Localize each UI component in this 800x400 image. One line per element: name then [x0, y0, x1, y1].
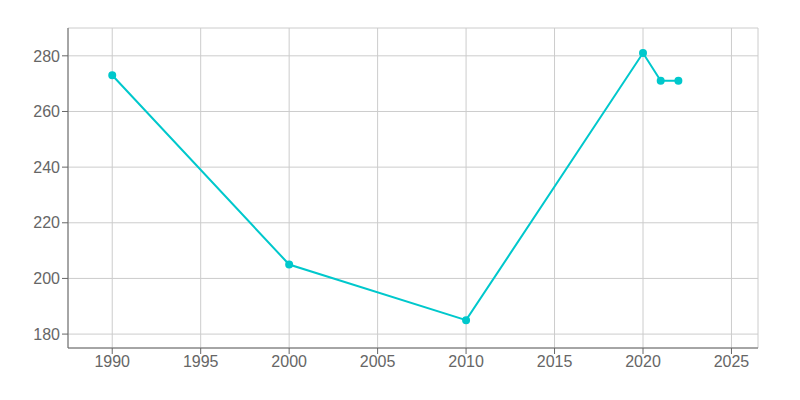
svg-text:240: 240 — [33, 159, 60, 176]
svg-text:1990: 1990 — [94, 353, 130, 370]
svg-text:2005: 2005 — [360, 353, 396, 370]
svg-text:2025: 2025 — [714, 353, 750, 370]
svg-text:280: 280 — [33, 48, 60, 65]
svg-text:1995: 1995 — [183, 353, 219, 370]
svg-text:2015: 2015 — [537, 353, 573, 370]
svg-text:180: 180 — [33, 326, 60, 343]
svg-text:220: 220 — [33, 214, 60, 231]
svg-text:200: 200 — [33, 270, 60, 287]
svg-text:2000: 2000 — [271, 353, 307, 370]
svg-text:260: 260 — [33, 103, 60, 120]
svg-text:2020: 2020 — [625, 353, 661, 370]
svg-text:2010: 2010 — [448, 353, 484, 370]
